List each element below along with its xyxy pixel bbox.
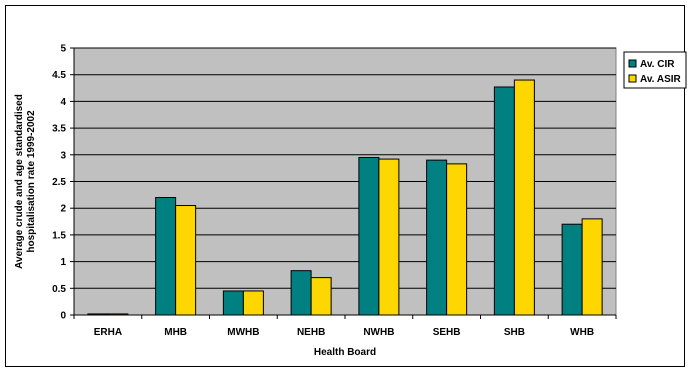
y-tick-label: 0 [60, 311, 66, 322]
y-axis-title-line-1: Average crude and age standardised [14, 94, 25, 269]
y-tick-label: 2.5 [52, 177, 66, 188]
y-tick-label: 5 [60, 44, 66, 55]
y-tick-label: 2 [60, 204, 66, 215]
bar-mwhb-cir [222, 290, 244, 316]
y-tick-label: 3.5 [52, 124, 66, 135]
x-tick-label: NEHB [297, 327, 325, 338]
x-tick-label: SEHB [433, 327, 461, 338]
x-tick-label: SHB [504, 327, 525, 338]
y-tick-label: 4 [60, 97, 66, 108]
legend: Av. CIR Av. ASIR [623, 51, 687, 89]
legend-label-cir: Av. CIR [640, 59, 675, 70]
x-tick-label: NWHB [363, 327, 394, 338]
legend-label-asir: Av. ASIR [640, 74, 682, 85]
y-tick-label: 1 [60, 257, 66, 268]
bar-shb-asir [513, 79, 535, 316]
x-tick-label: MWHB [227, 327, 259, 338]
x-tick-label: ERHA [94, 327, 122, 338]
x-axis-ticks: ERHA MHB MWHB NEHB NWHB SEHB SHB WHB [73, 315, 617, 338]
y-axis-title: Average crude and age standardised hospi… [14, 94, 37, 269]
bar-nwhb-cir [358, 156, 380, 316]
bar-nehb-asir [310, 277, 332, 316]
y-tick-label: 0.5 [52, 284, 66, 295]
bars [87, 79, 603, 316]
y-axis-title-line-2: hospitalisation rate 1999-2002 [26, 110, 37, 253]
bar-shb-cir [493, 86, 515, 316]
x-tick-label: WHB [570, 327, 594, 338]
legend-swatch-cir [628, 59, 637, 68]
bar-sehb-asir [446, 163, 468, 316]
x-tick-label: MHB [164, 327, 187, 338]
y-tick-label: 1.5 [52, 230, 66, 241]
y-tick-label: 4.5 [52, 70, 66, 81]
legend-swatch-asir [628, 74, 637, 83]
bar-whb-cir [561, 223, 583, 316]
bar-mwhb-asir [242, 290, 264, 316]
bar-nwhb-asir [378, 158, 400, 316]
bar-sehb-cir [426, 159, 448, 316]
bar-mhb-cir [155, 197, 177, 316]
y-tick-label: 3 [60, 150, 66, 161]
x-axis-title: Health Board [314, 347, 376, 358]
bar-nehb-cir [290, 270, 312, 316]
bar-mhb-asir [175, 205, 197, 316]
bar-whb-asir [581, 218, 603, 316]
